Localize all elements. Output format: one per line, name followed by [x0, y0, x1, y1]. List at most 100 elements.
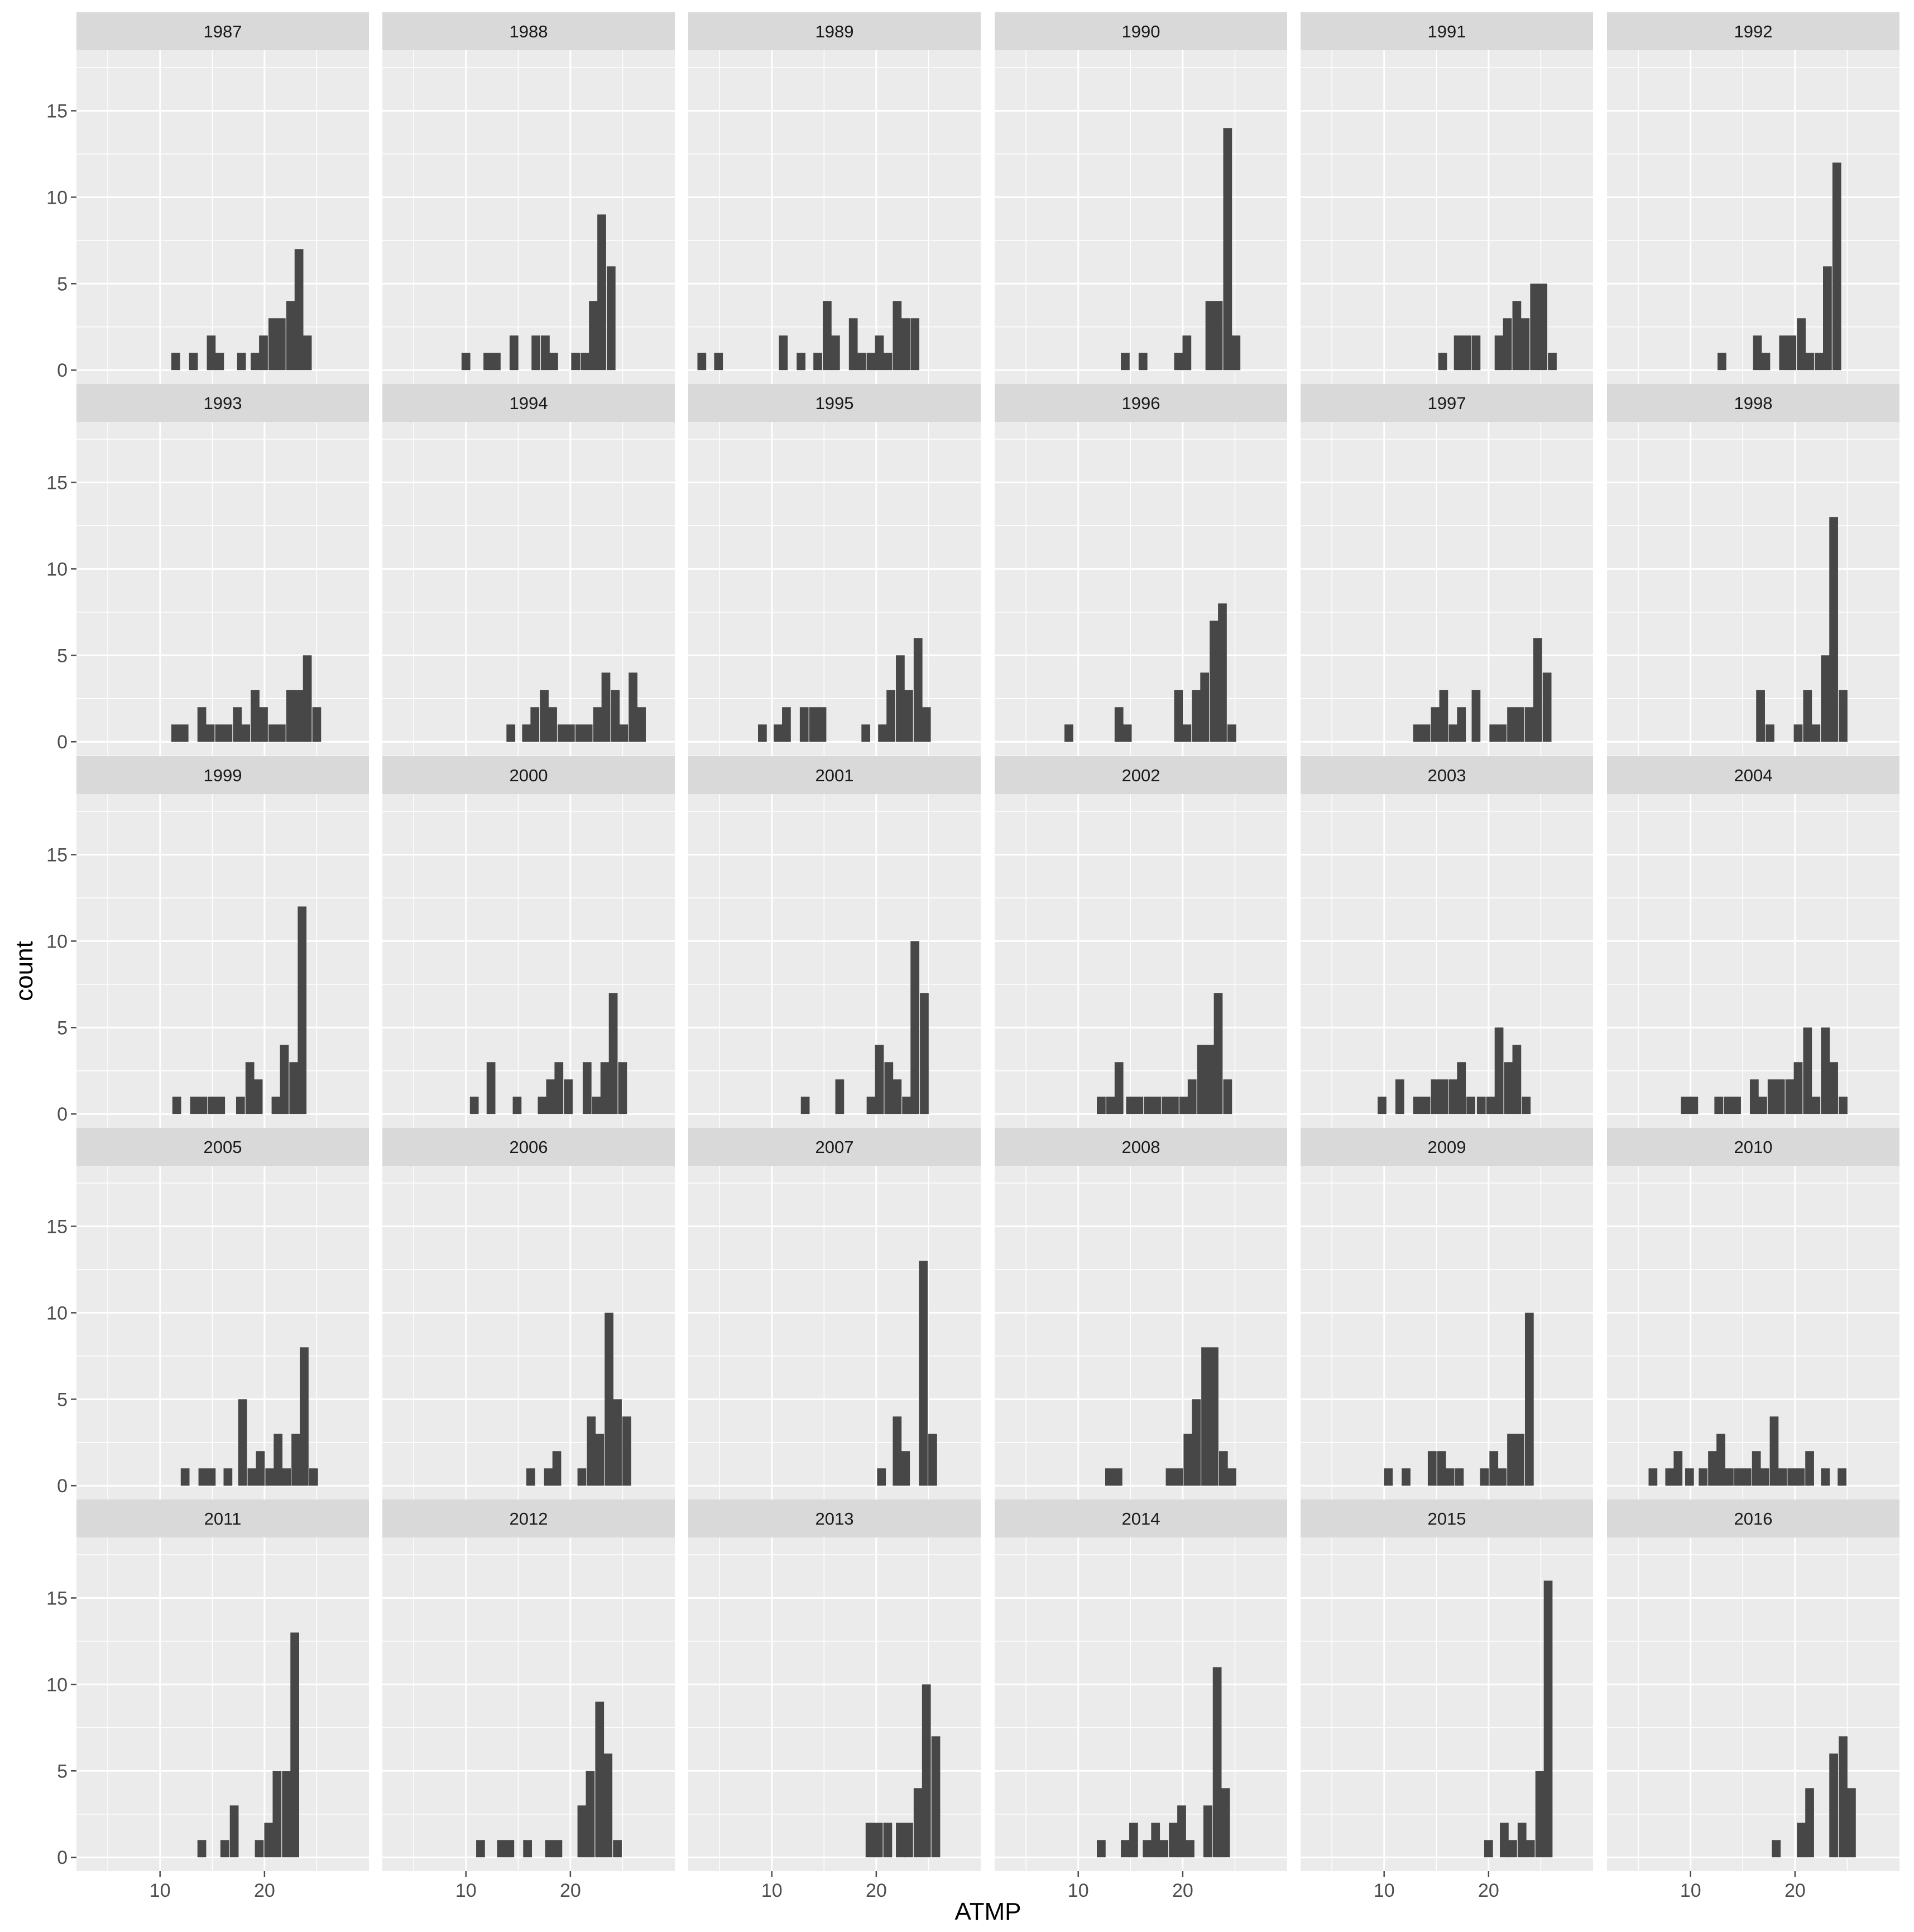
histogram-bar [1384, 1468, 1393, 1486]
facet-strip-label: 1987 [204, 22, 242, 41]
histogram-bar [1219, 1451, 1228, 1486]
panel-background [382, 50, 675, 384]
facet-strip [688, 1500, 981, 1537]
histogram-bar [605, 1313, 613, 1486]
facet-strip-label: 1990 [1122, 22, 1160, 41]
y-tick-label: 15 [46, 844, 68, 866]
facet-panel-1987: 1987 0 5 10 15 [46, 12, 369, 384]
histogram-bar [1169, 1823, 1178, 1858]
histogram-bar [637, 707, 646, 742]
histogram-bar [282, 1468, 291, 1486]
histogram-bar [564, 1079, 573, 1114]
histogram-bar [1778, 1468, 1787, 1486]
facet-panel-1990: 1990 [995, 12, 1287, 384]
histogram-bar [233, 707, 242, 742]
facet-strip [1301, 384, 1593, 422]
histogram-bar [1714, 1097, 1724, 1114]
histogram-bar [1421, 724, 1431, 742]
histogram-bar [1223, 128, 1232, 371]
histogram-bar [1221, 1788, 1230, 1858]
histogram-bar [298, 906, 307, 1114]
histogram-bar [884, 1062, 894, 1114]
histogram-bar [238, 1399, 247, 1486]
histogram-bar [1144, 1097, 1153, 1114]
histogram-bar [509, 335, 519, 371]
x-axis-title: ATMP [955, 1898, 1021, 1925]
histogram-bar [312, 707, 322, 742]
histogram-bar [592, 1097, 601, 1114]
histogram-bar [1512, 301, 1522, 371]
histogram-bar [1503, 318, 1512, 371]
histogram-bar [1756, 690, 1765, 742]
histogram-bar [1471, 690, 1481, 742]
histogram-bar [600, 1062, 610, 1114]
panel-background [995, 794, 1287, 1128]
histogram-bar [189, 353, 198, 371]
histogram-bar [486, 1062, 496, 1114]
panel-background [688, 50, 981, 384]
histogram-bar [1767, 1079, 1777, 1114]
facet-strip [76, 12, 369, 50]
facet-panel-1988: 1988 [382, 12, 675, 384]
histogram-bar [874, 1823, 883, 1858]
histogram-bar [883, 1823, 893, 1858]
facet-panel-1989: 1989 [688, 12, 981, 384]
histogram-bar [483, 353, 492, 371]
histogram-bar [545, 1840, 554, 1858]
facet-panels: 1987 0 5 10 15 1988 1989 1990 1991 1992 1993 0 5 10 15… [46, 12, 1899, 1901]
histogram-bar [1766, 724, 1774, 742]
facet-panel-2015: 2015 10 20 [1301, 1500, 1593, 1901]
panel-background [382, 1537, 675, 1871]
facet-panel-1991: 1991 [1301, 12, 1593, 384]
histogram-bar [1174, 690, 1183, 742]
histogram-bar [611, 690, 620, 742]
histogram-bar [1515, 707, 1524, 742]
histogram-bar [1378, 1097, 1387, 1114]
panel-background [1607, 1166, 1899, 1500]
histogram-bar [1769, 1416, 1779, 1486]
histogram-bar [893, 1416, 902, 1486]
histogram-bar [1170, 1097, 1179, 1114]
facet-panel-1997: 1997 [1301, 384, 1593, 756]
histogram-bar [280, 1045, 289, 1114]
histogram-bar [1484, 1840, 1493, 1858]
y-tick-label: 10 [46, 931, 68, 952]
facet-panel-2013: 2013 10 20 [688, 1500, 981, 1901]
histogram-bar [1486, 1097, 1495, 1114]
histogram-bar [1838, 1468, 1846, 1486]
histogram-bar [586, 1771, 595, 1858]
histogram-bar [1395, 1079, 1404, 1114]
histogram-bar [1815, 353, 1824, 371]
panel-background [1607, 50, 1899, 384]
histogram-bar [1716, 1434, 1725, 1486]
y-tick-label: 5 [57, 1389, 68, 1410]
y-tick-label: 15 [46, 472, 68, 493]
histogram-bar [1106, 1097, 1115, 1114]
facet-strip [382, 1500, 675, 1537]
histogram-bar [883, 353, 893, 371]
x-tick-label: 10 [1068, 1880, 1089, 1901]
histogram-bar [1839, 690, 1848, 742]
histogram-bar [303, 335, 312, 371]
histogram-bar [492, 353, 501, 371]
facet-strip [995, 384, 1287, 422]
histogram-bar [1437, 1451, 1446, 1486]
histogram-bar [1829, 1062, 1838, 1114]
facet-strip-label: 1998 [1734, 393, 1773, 413]
y-tick-label: 10 [46, 187, 68, 208]
histogram-bar [548, 707, 557, 742]
histogram-bar [253, 1079, 263, 1114]
histogram-bar [255, 1840, 264, 1858]
histogram-bar [1462, 335, 1471, 371]
histogram-bar [809, 707, 818, 742]
histogram-bar [779, 335, 788, 371]
facet-panel-2012: 2012 10 20 [382, 1500, 675, 1901]
y-tick-label: 15 [46, 100, 68, 122]
histogram-bar [526, 1468, 535, 1486]
histogram-bar [1515, 1434, 1524, 1486]
histogram-bar [1839, 1736, 1848, 1858]
histogram-bar [1113, 1468, 1123, 1486]
histogram-bar [171, 724, 180, 742]
facet-strip-label: 2003 [1428, 766, 1466, 785]
histogram-bar [276, 724, 286, 742]
